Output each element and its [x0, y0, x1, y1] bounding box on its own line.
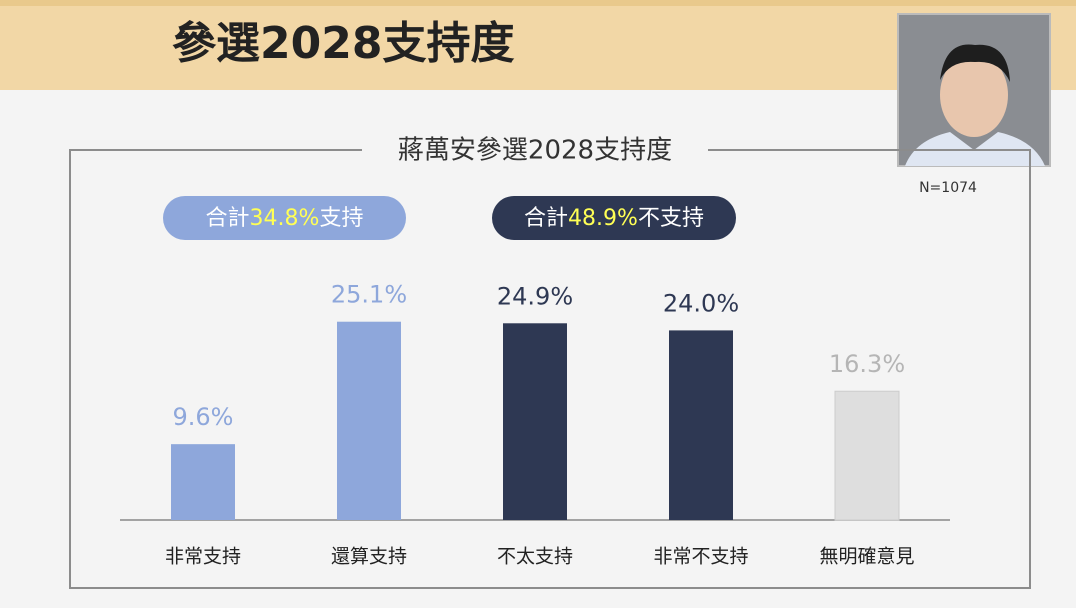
- header-title: 參選2028支持度: [172, 18, 514, 69]
- value-label: 24.9%: [497, 282, 573, 310]
- chart-title: 蔣萬安參選2028支持度: [398, 136, 672, 166]
- pill: [163, 196, 406, 240]
- bar: [834, 390, 900, 521]
- pill-text-part: 合計: [206, 206, 250, 231]
- value-label: 16.3%: [829, 350, 905, 378]
- bar: [171, 444, 235, 520]
- portrait: [897, 13, 1051, 167]
- frame-gap: [362, 136, 708, 166]
- pill-text-part: 不支持: [638, 206, 704, 231]
- pill-text: 合計48.9%不支持: [524, 206, 704, 231]
- bar: [503, 323, 567, 520]
- value-label: 9.6%: [173, 403, 234, 431]
- category-label: 不太支持: [497, 546, 573, 568]
- bar: [337, 321, 401, 520]
- category-label: 非常不支持: [653, 546, 748, 568]
- value-label: 24.0%: [663, 289, 739, 317]
- sample-size: N=1074: [919, 180, 977, 196]
- pill-text-part: 34.8%: [250, 206, 320, 231]
- pill-text: 合計34.8%支持: [206, 206, 364, 231]
- category-label: 無明確意見: [819, 546, 914, 568]
- pill-text-part: 48.9%: [568, 206, 638, 231]
- pill-text-part: 支持: [319, 206, 363, 231]
- pill-text-part: 合計: [524, 206, 568, 231]
- pill: [492, 196, 736, 240]
- bar: [669, 330, 733, 520]
- value-label: 25.1%: [331, 281, 407, 309]
- category-label: 還算支持: [331, 546, 407, 568]
- header-strip: [0, 0, 1076, 6]
- category-label: 非常支持: [165, 546, 241, 568]
- header-band: [0, 0, 1076, 90]
